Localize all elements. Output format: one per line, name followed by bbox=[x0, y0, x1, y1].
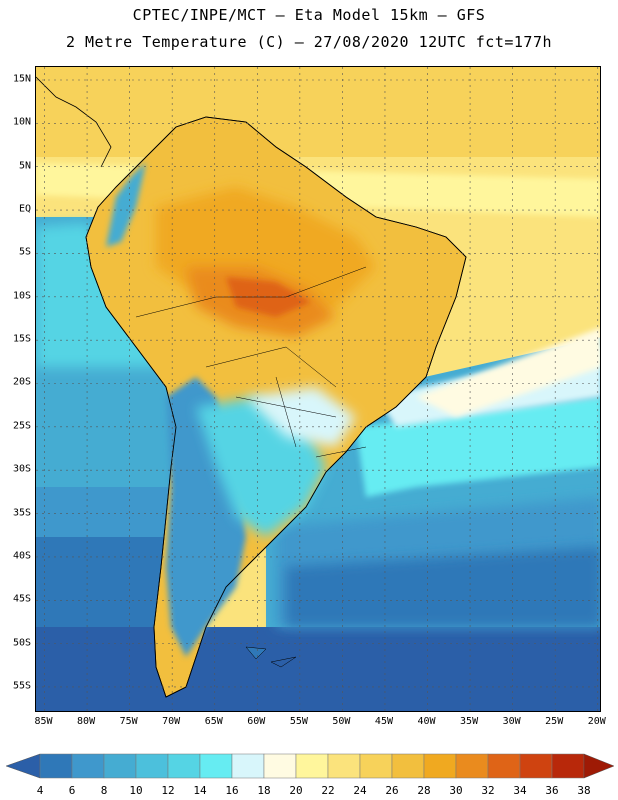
colorbar-tick-label: 12 bbox=[161, 784, 175, 797]
colorbar-bin bbox=[455, 753, 489, 779]
colorbar-tick-label: 38 bbox=[577, 784, 591, 797]
colorbar-bin bbox=[103, 753, 137, 779]
latitude-label: 55S bbox=[12, 680, 31, 692]
colorbar-tick-label: 24 bbox=[353, 784, 367, 797]
latitude-label: 25S bbox=[12, 420, 31, 432]
latitude-label: 10S bbox=[12, 290, 31, 302]
longitude-label: 70W bbox=[162, 716, 181, 727]
latitude-label: 10N bbox=[12, 116, 31, 128]
latitude-label: 15N bbox=[12, 73, 31, 85]
colorbar-bin bbox=[199, 753, 233, 779]
colorbar-tick-label: 32 bbox=[481, 784, 495, 797]
colorbar-tick-label: 16 bbox=[225, 784, 239, 797]
longitude-label: 50W bbox=[332, 716, 351, 727]
longitude-label: 35W bbox=[460, 716, 479, 727]
latitude-label: 5S bbox=[18, 246, 31, 258]
longitude-label: 80W bbox=[77, 716, 96, 727]
longitude-label: 60W bbox=[247, 716, 266, 727]
colorbar-tick-label: 26 bbox=[385, 784, 399, 797]
colorbar-bin bbox=[391, 753, 425, 779]
temperature-colorbar bbox=[5, 753, 615, 779]
longitude-label: 40W bbox=[417, 716, 436, 727]
latitude-label: 35S bbox=[12, 507, 31, 519]
map-title: CPTEC/INPE/MCT – Eta Model 15km – GFS bbox=[132, 6, 486, 24]
colorbar-bin bbox=[135, 753, 169, 779]
colorbar-bin bbox=[295, 753, 329, 779]
longitude-label: 25W bbox=[545, 716, 564, 727]
map-canvas bbox=[36, 67, 600, 711]
colorbar-bin bbox=[71, 753, 105, 779]
longitude-label: 55W bbox=[289, 716, 308, 727]
colorbar-tick-label: 20 bbox=[289, 784, 303, 797]
latitude-label: 15S bbox=[12, 333, 31, 345]
colorbar-tick-label: 36 bbox=[545, 784, 559, 797]
colorbar-tick-label: 28 bbox=[417, 784, 431, 797]
graticule bbox=[36, 67, 600, 711]
longitude-label: 85W bbox=[34, 716, 53, 727]
south-america-landmass bbox=[36, 76, 467, 698]
longitude-label: 45W bbox=[374, 716, 393, 727]
colorbar-tick-label: 18 bbox=[257, 784, 271, 797]
colorbar-bin bbox=[551, 753, 585, 779]
colorbar-bin bbox=[263, 753, 297, 779]
longitude-label: 30W bbox=[502, 716, 521, 727]
latitude-label: 50S bbox=[12, 637, 31, 649]
latitude-label: 5N bbox=[18, 160, 31, 172]
latitude-label: 30S bbox=[12, 463, 31, 475]
colorbar-tick-label: 34 bbox=[513, 784, 527, 797]
longitude-label: 20W bbox=[587, 716, 606, 727]
colorbar-tick-label: 14 bbox=[193, 784, 207, 797]
ocean-temperature-field bbox=[36, 67, 600, 711]
colorbar-bin bbox=[487, 753, 521, 779]
colorbar-tick-label: 8 bbox=[100, 784, 108, 797]
colorbar-tick-label: 30 bbox=[449, 784, 463, 797]
colorbar-under-arrow bbox=[5, 753, 41, 779]
colorbar-bin bbox=[39, 753, 73, 779]
colorbar-tick-label: 22 bbox=[321, 784, 335, 797]
colorbar-over-arrow bbox=[583, 753, 615, 779]
colorbar-bin bbox=[167, 753, 201, 779]
colorbar-bin bbox=[423, 753, 457, 779]
colorbar-tick-label: 6 bbox=[68, 784, 76, 797]
map-subtitle: 2 Metre Temperature (C) – 27/08/2020 12U… bbox=[65, 33, 553, 51]
colorbar-tick-label: 4 bbox=[36, 784, 44, 797]
longitude-label: 75W bbox=[119, 716, 138, 727]
colorbar-tick-label: 10 bbox=[129, 784, 143, 797]
latitude-label: 40S bbox=[12, 550, 31, 562]
colorbar-bin bbox=[519, 753, 553, 779]
latitude-label: EQ bbox=[18, 203, 31, 215]
colorbar-bin bbox=[327, 753, 361, 779]
temperature-map bbox=[35, 66, 601, 712]
latitude-label: 20S bbox=[12, 376, 31, 388]
colorbar-bin bbox=[359, 753, 393, 779]
colorbar-bin bbox=[231, 753, 265, 779]
longitude-label: 65W bbox=[204, 716, 223, 727]
latitude-label: 45S bbox=[12, 593, 31, 605]
